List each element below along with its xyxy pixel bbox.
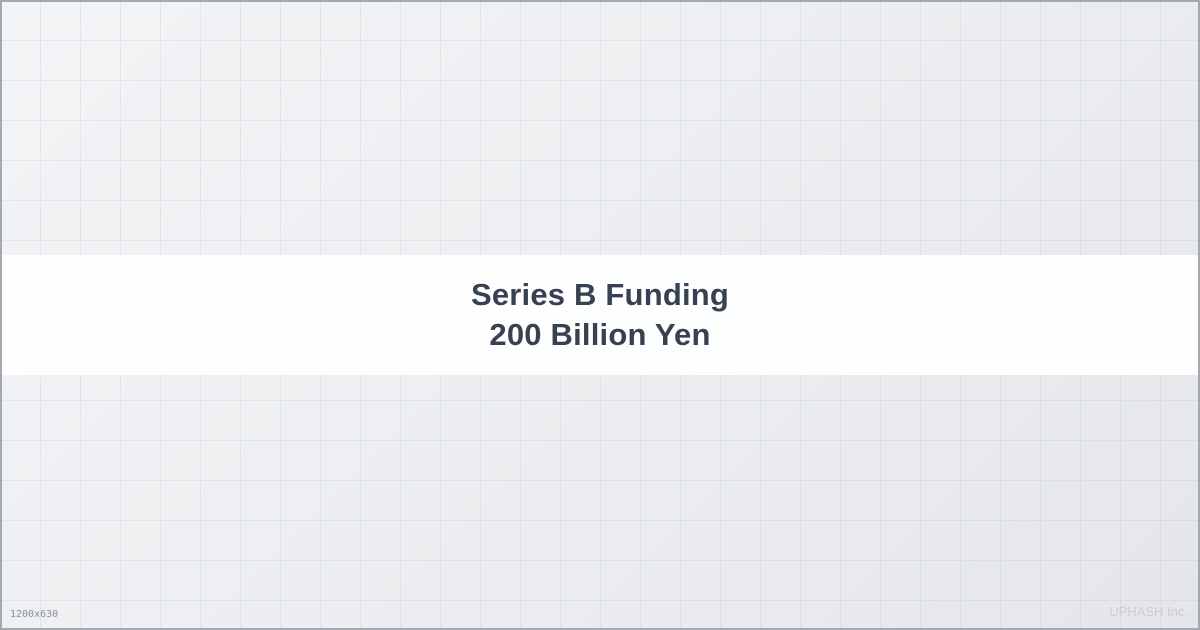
headline-line-1: Series B Funding: [470, 277, 730, 312]
brand-watermark: UPHASH Inc.: [1109, 604, 1188, 619]
dimensions-label: 1200x630: [10, 609, 59, 620]
title-banner: Series B Funding 200 Billion Yen: [2, 255, 1198, 375]
headline-line-2: 200 Billion Yen: [489, 317, 711, 352]
